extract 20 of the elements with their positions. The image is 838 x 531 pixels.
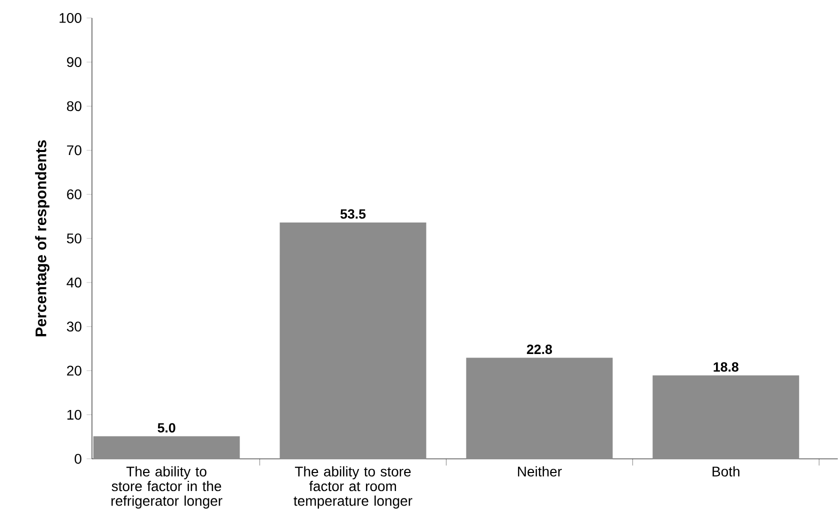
data-label: 22.8 [526, 344, 552, 354]
data-label: 53.5 [340, 209, 366, 219]
y-tick-label: 0 [74, 454, 82, 464]
data-label: 5.0 [158, 423, 176, 433]
y-tick-label: 90 [67, 57, 82, 68]
y-tick-label: 20 [67, 366, 82, 376]
x-tick-label: Both [712, 466, 740, 477]
y-tick-label: 50 [66, 234, 82, 244]
data-label: 18.8 [714, 362, 738, 372]
y-tick-label: 40 [66, 278, 82, 288]
x-tick-label: The ability to store factor at room temperature longer [294, 466, 412, 509]
x-tick-label: The ability to store factor in the refrigerator longer [111, 466, 222, 509]
y-tick-label: 80 [66, 101, 82, 112]
y-axis-title: Percentage of respondents [35, 140, 50, 336]
y-tick-label: 30 [66, 322, 82, 332]
x-tick-label: Neither [518, 466, 562, 477]
y-tick-label: 70 [67, 145, 82, 156]
y-tick-label: 100 [60, 13, 82, 24]
y-tick-label: 60 [67, 189, 82, 200]
y-tick-label: 10 [67, 410, 82, 420]
